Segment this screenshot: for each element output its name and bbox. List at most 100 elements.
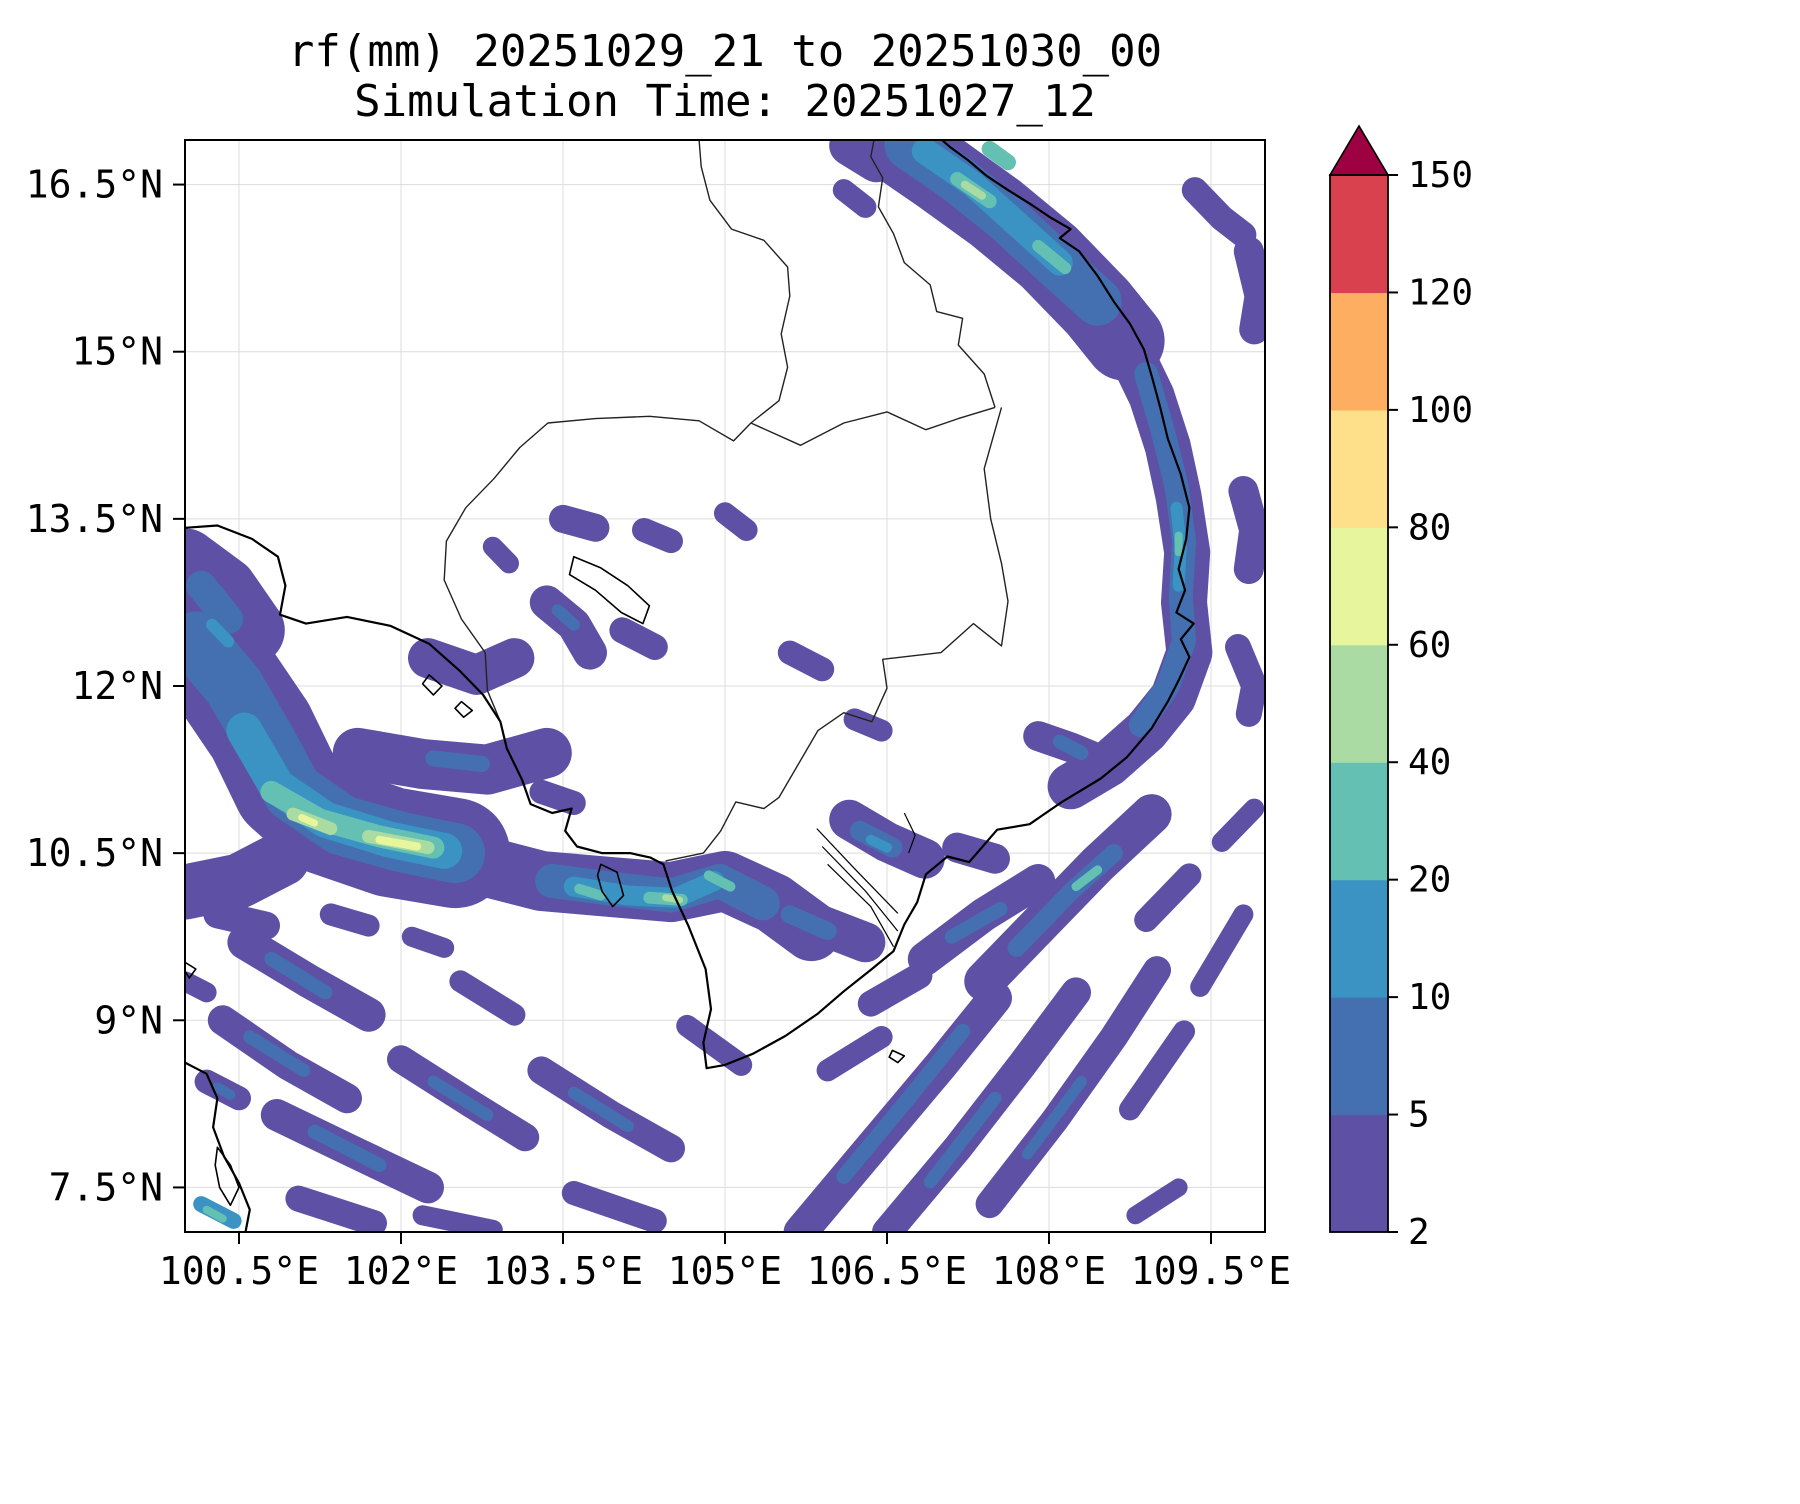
colorbar-tick-label: 60 — [1408, 625, 1451, 666]
rain-contour-band — [944, 901, 1008, 944]
rain-contour-band — [1052, 734, 1089, 760]
rain-contour-band — [549, 504, 610, 542]
y-tick-label: 7.5°N — [49, 1165, 163, 1209]
river-channel — [903, 812, 916, 854]
country-border — [698, 140, 791, 424]
y-tick-label: 16.5°N — [26, 163, 163, 207]
rain-contour-band — [1032, 239, 1072, 275]
rain-contour-band — [777, 640, 835, 682]
rain-contour-band — [1225, 634, 1265, 727]
rain-contour-band — [1119, 1020, 1195, 1121]
rain-contour-band — [1021, 1076, 1087, 1160]
rain-contour-band — [551, 604, 580, 631]
island-or-lake-outline — [421, 674, 443, 696]
river-channel — [821, 846, 899, 932]
rain-contour-band — [981, 140, 1016, 171]
rain-contour-band — [243, 1030, 311, 1077]
rain-contour-band — [662, 894, 684, 904]
rain-contour-band — [703, 870, 736, 892]
island-or-lake-outline — [454, 700, 474, 719]
rain-contour-band — [186, 570, 244, 635]
rain-contour-band — [632, 518, 683, 554]
rain-contour-band — [212, 1082, 236, 1100]
x-tick-label: 109.5°E — [1131, 1249, 1291, 1293]
rain-contour-band — [185, 831, 310, 920]
rain-contour-band — [185, 971, 217, 1003]
river-channel — [827, 863, 895, 947]
rain-contour-band — [319, 903, 380, 937]
rain-contour-band — [780, 905, 837, 941]
rain-contour-band — [857, 962, 933, 1017]
rain-contour-band — [1126, 1178, 1188, 1225]
rain-contour-band — [427, 1075, 494, 1121]
island-or-lake-outline — [596, 863, 625, 908]
colorbar-band — [1330, 175, 1388, 294]
colorbar-band — [1330, 997, 1388, 1116]
colorbar-tick-label: 120 — [1408, 272, 1473, 313]
coastline-border-layer — [185, 140, 1195, 1232]
rain-contour-band — [203, 900, 280, 940]
rain-contour-band — [960, 180, 986, 200]
coastline — [185, 140, 1195, 1070]
colorbar-tick-label: 80 — [1408, 507, 1451, 548]
country-border — [665, 407, 1009, 862]
rain-contour-band — [676, 1014, 753, 1076]
rain-contour-band — [401, 926, 455, 958]
island-or-lake-outline — [568, 555, 651, 625]
rain-contour-band — [298, 814, 319, 827]
colorbar-tick-label: 2 — [1408, 1212, 1430, 1253]
rain-contour-band — [832, 179, 877, 218]
rain-contour-band — [1211, 798, 1265, 852]
rain-contour-band — [1181, 177, 1257, 248]
y-tick-label: 15°N — [71, 330, 163, 374]
island-or-lake-outline — [214, 1146, 240, 1207]
colorbar-band — [1330, 409, 1388, 528]
rain-contour-band — [264, 952, 333, 1000]
x-tick-label: 108°E — [992, 1249, 1106, 1293]
rain-contour-band — [567, 1086, 634, 1133]
rain-contour-band — [1190, 904, 1254, 997]
colorbar: 2 5 10 20 40 60 80 100 120 150 — [1328, 124, 1473, 1253]
rain-contour-band — [816, 1026, 893, 1082]
colorbar-tick-label: 150 — [1408, 155, 1473, 196]
y-tick-label: 13.5°N — [26, 497, 163, 541]
x-tick-label: 100.5°E — [159, 1249, 319, 1293]
rain-contour-band — [307, 1124, 387, 1173]
rain-contour-band — [561, 1181, 667, 1232]
rain-contour-band — [285, 1185, 387, 1232]
island-or-lake-outline — [185, 961, 197, 979]
country-border — [870, 140, 996, 408]
rain-contour-band — [206, 618, 235, 648]
x-tick-label: 103.5°E — [483, 1249, 643, 1293]
colorbar-band — [1330, 292, 1388, 411]
x-tick-label: 106.5°E — [807, 1249, 967, 1293]
rain-contour-band — [843, 708, 893, 742]
colorbar-tick-label: 5 — [1408, 1095, 1430, 1136]
colorbar-band — [1330, 644, 1388, 763]
x-tick-label: 105°E — [668, 1249, 782, 1293]
rain-contour-band — [609, 617, 668, 660]
colorbar-tick-label: 20 — [1408, 860, 1451, 901]
chart-title: rf(mm) 20251029_21 to 20251030_00 — [288, 26, 1162, 77]
axis-tick-layer: 100.5°E 102°E 103.5°E 105°E 106.5°E 108°E 109.… — [26, 163, 1291, 1293]
rain-contour-band — [408, 638, 535, 695]
colorbar-outline — [1329, 174, 1389, 1233]
rain-contour-band — [425, 750, 490, 772]
river-channel — [816, 828, 899, 914]
colorbar-band — [1330, 1114, 1388, 1233]
chart-subtitle: Simulation Time: 20251027_12 — [354, 76, 1096, 127]
island-or-lake-outline — [888, 1049, 906, 1064]
rain-contour-band — [202, 1205, 227, 1223]
rain-contour-band — [1233, 236, 1265, 345]
rain-contour-band — [375, 835, 422, 851]
rain-contour-band — [482, 536, 519, 574]
colorbar-tick-label: 100 — [1408, 390, 1473, 431]
rain-contour-band — [836, 1023, 971, 1184]
colorbar-band — [1330, 762, 1388, 881]
colorbar-band — [1330, 879, 1388, 998]
rain-contour-band — [714, 502, 758, 541]
rain-contour-band — [574, 883, 606, 901]
y-tick-label: 9°N — [94, 998, 163, 1042]
y-tick-label: 12°N — [71, 664, 163, 708]
